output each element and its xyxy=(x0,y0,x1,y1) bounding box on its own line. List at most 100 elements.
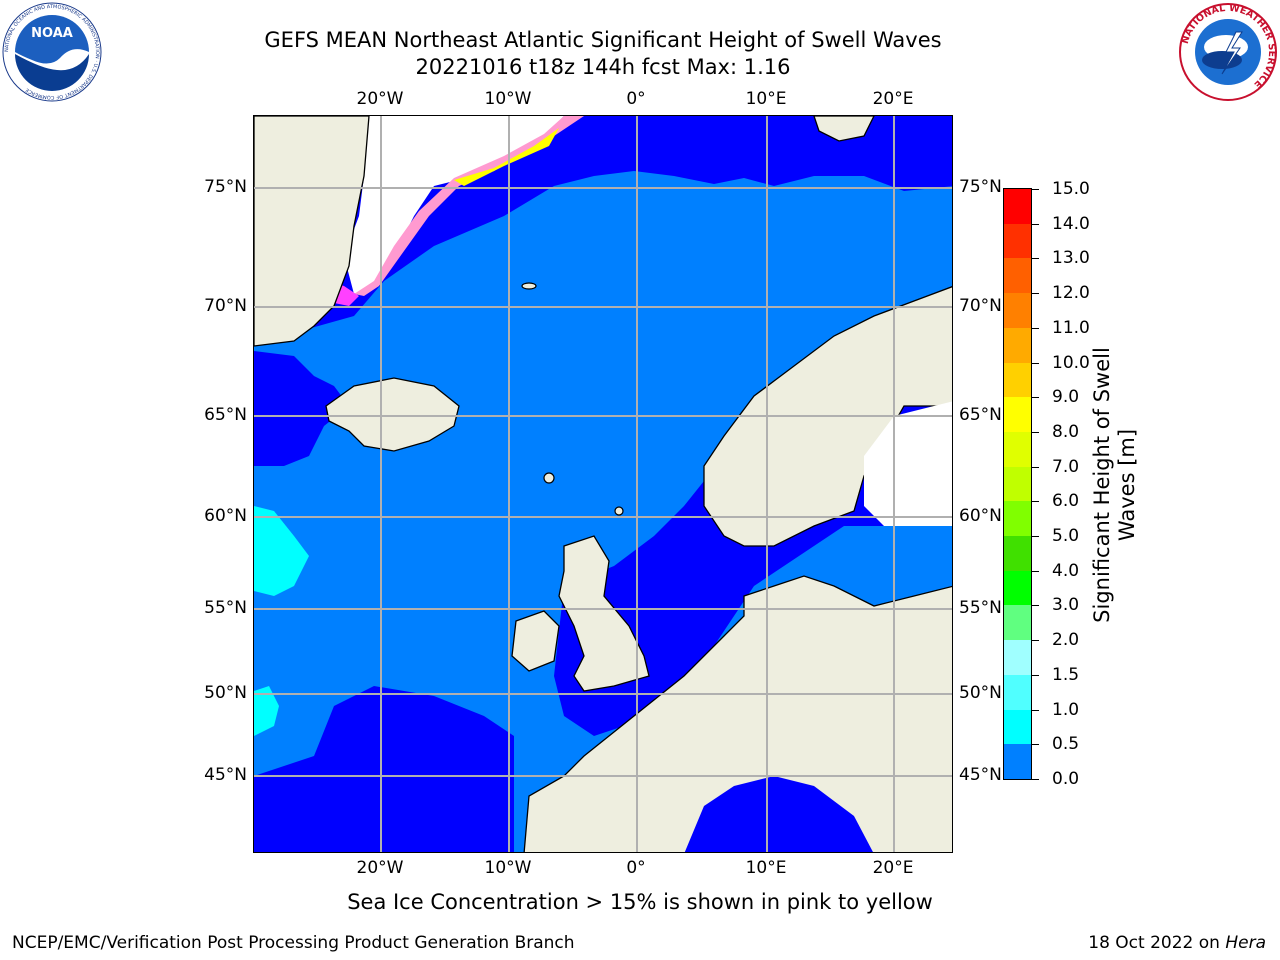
colorbar-tick-label: 4.0 xyxy=(1052,560,1080,581)
colorbar-segment xyxy=(1004,536,1031,572)
colorbar-tick-mark xyxy=(1032,674,1039,676)
swell-cyan-southwest xyxy=(254,686,279,736)
y-tick-label-right: 55°N xyxy=(959,598,1002,618)
y-tick-label-right: 70°N xyxy=(959,296,1002,316)
x-tick-label-top: 20°W xyxy=(356,89,404,109)
footer-date: 18 Oct 2022 on Hera xyxy=(1088,933,1266,953)
x-tick-label-bottom: 20°E xyxy=(872,858,914,878)
colorbar-segment xyxy=(1004,570,1031,606)
colorbar-segment xyxy=(1004,431,1031,468)
colorbar-tick-label: 13.0 xyxy=(1052,248,1090,269)
colorbar-tick-mark xyxy=(1032,431,1039,433)
sea-ice-edge xyxy=(354,116,584,296)
ice-free-region xyxy=(344,116,564,294)
colorbar-segment xyxy=(1004,744,1031,780)
x-tick-label-bottom: 10°W xyxy=(484,858,532,878)
colorbar-segment xyxy=(1004,605,1031,641)
y-tick-label-left: 60°N xyxy=(204,506,247,526)
colorbar-segment xyxy=(1004,674,1031,711)
sea-mediterranean xyxy=(684,776,873,852)
colorbar-tick-mark xyxy=(1032,536,1039,538)
colorbar-tick-label: 5.0 xyxy=(1052,526,1080,547)
colorbar-tick-mark xyxy=(1032,709,1039,711)
nws-logo: NATIONAL WEATHER SERVICE xyxy=(1178,2,1278,102)
colorbar-tick-mark xyxy=(1032,744,1039,746)
land-greenland xyxy=(254,116,370,347)
colorbar-tick-mark xyxy=(1032,223,1039,225)
land-svalbard xyxy=(813,116,875,142)
colorbar-segment xyxy=(1004,640,1031,676)
map-panel xyxy=(253,115,953,853)
svg-text:NOAA: NOAA xyxy=(31,26,73,41)
x-tick-label-bottom: 10°E xyxy=(745,858,787,878)
colorbar-tick-label: 1.5 xyxy=(1052,664,1080,685)
colorbar-tick-label: 15.0 xyxy=(1052,179,1090,199)
y-tick-label-right: 45°N xyxy=(959,765,1002,785)
land-shetland xyxy=(614,506,624,516)
colorbar-tick-mark xyxy=(1032,605,1039,607)
x-tick-label-top: 10°E xyxy=(745,89,787,109)
land-europe xyxy=(523,575,952,852)
y-tick-label-right: 60°N xyxy=(959,506,1002,526)
colorbar-tick-label: 0.0 xyxy=(1052,769,1080,789)
colorbar-tick-mark xyxy=(1032,189,1039,190)
colorbar-tick-label: 7.0 xyxy=(1052,456,1080,477)
colorbar xyxy=(1003,188,1032,780)
land-ireland xyxy=(511,610,560,672)
y-tick-label-right: 50°N xyxy=(959,683,1002,703)
swell-low-area xyxy=(254,351,349,466)
sea-ice-note: Sea Ice Concentration > 15% is shown in … xyxy=(347,890,933,914)
land-iceland xyxy=(325,377,460,452)
colorbar-tick-mark xyxy=(1032,293,1039,295)
chart-title: GEFS MEAN Northeast Atlantic Significant… xyxy=(264,28,942,52)
colorbar-tick-label: 0.5 xyxy=(1052,734,1080,755)
y-tick-label-right: 75°N xyxy=(959,177,1002,197)
colorbar-segment xyxy=(1004,362,1031,398)
footer-branch: NCEP/EMC/Verification Post Processing Pr… xyxy=(12,933,575,953)
colorbar-segment xyxy=(1004,189,1031,225)
land-faroe-islands xyxy=(543,472,555,484)
colorbar-tick-label: 3.0 xyxy=(1052,595,1080,616)
footer-date-text: 18 Oct 2022 on xyxy=(1088,933,1220,953)
y-tick-label-left: 45°N xyxy=(204,765,247,785)
chart-subtitle: 20221016 t18z 144h fcst Max: 1.16 xyxy=(415,55,791,79)
swell-cyan-west xyxy=(254,506,309,596)
colorbar-tick-label: 9.0 xyxy=(1052,387,1080,408)
colorbar-segment xyxy=(1004,397,1031,433)
colorbar-tick-label: 6.0 xyxy=(1052,491,1080,512)
colorbar-segment xyxy=(1004,709,1031,745)
colorbar-segment xyxy=(1004,466,1031,502)
colorbar-tick-label: 1.0 xyxy=(1052,699,1080,720)
x-tick-label-top: 20°E xyxy=(872,89,914,109)
colorbar-tick-label: 2.0 xyxy=(1052,630,1080,651)
colorbar-tick-label: 8.0 xyxy=(1052,421,1080,442)
y-tick-label-left: 75°N xyxy=(204,177,247,197)
colorbar-tick-mark xyxy=(1032,779,1039,780)
colorbar-tick-label: 12.0 xyxy=(1052,283,1090,304)
sea-ice-yellow xyxy=(454,128,559,186)
y-tick-label-left: 50°N xyxy=(204,683,247,703)
y-tick-label-left: 65°N xyxy=(204,405,247,425)
colorbar-tick-mark xyxy=(1032,640,1039,642)
colorbar-tick-label: 14.0 xyxy=(1052,213,1090,234)
y-tick-label-left: 70°N xyxy=(204,296,247,316)
colorbar-tick-label: 10.0 xyxy=(1052,352,1090,373)
colorbar-segment xyxy=(1004,258,1031,294)
colorbar-segment xyxy=(1004,327,1031,364)
land-jan-mayen xyxy=(521,282,537,290)
colorbar-tick-mark xyxy=(1032,397,1039,399)
noaa-logo: NOAA NATIONAL OCEANIC AND ATMOSPHERIC AD… xyxy=(2,2,102,102)
colorbar-segment xyxy=(1004,293,1031,329)
land-great-britain xyxy=(558,535,650,692)
colorbar-tick-mark xyxy=(1032,501,1039,503)
colorbar-segment xyxy=(1004,501,1031,537)
map-gridlines xyxy=(254,116,952,852)
footer-machine: Hera xyxy=(1225,933,1266,953)
x-tick-label-bottom: 20°W xyxy=(356,858,404,878)
colorbar-tick-mark xyxy=(1032,258,1039,260)
colorbar-tick-mark xyxy=(1032,570,1039,572)
y-tick-label-left: 55°N xyxy=(204,598,247,618)
colorbar-tick-label: 11.0 xyxy=(1052,317,1090,338)
ice-free-baltic xyxy=(864,401,952,526)
x-tick-label-top: 0° xyxy=(626,89,646,109)
